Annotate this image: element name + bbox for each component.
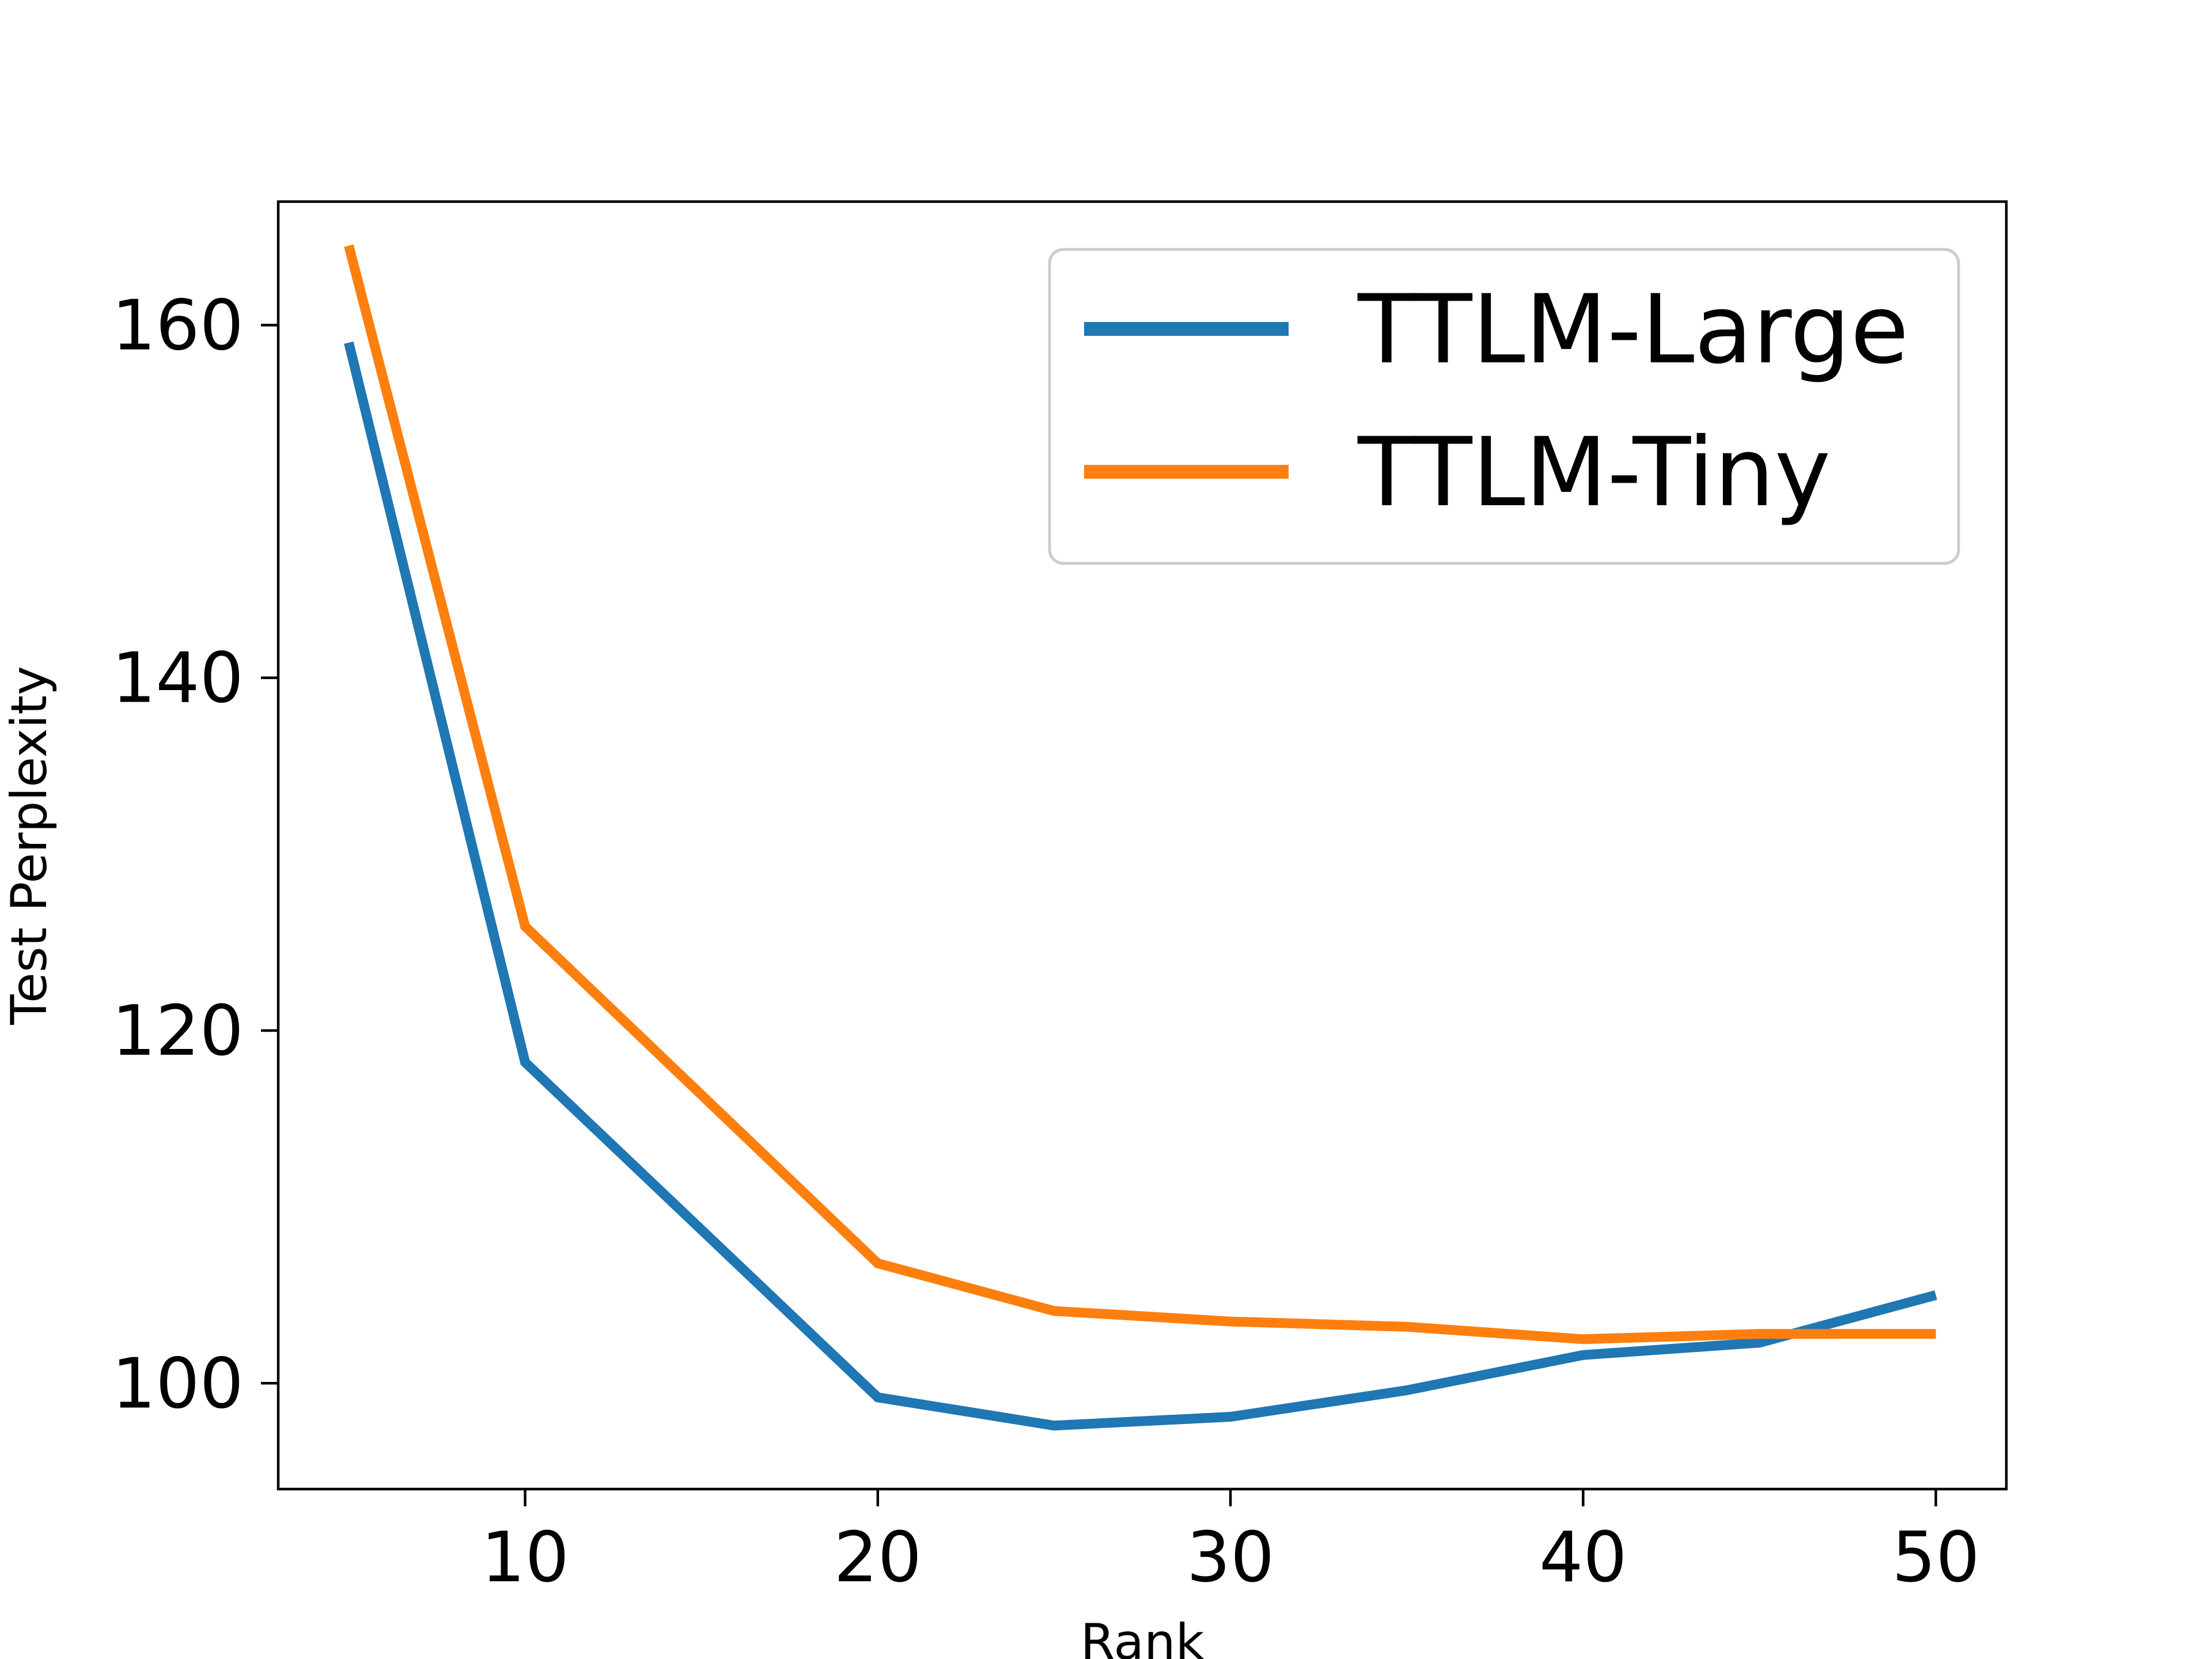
x-tick-label-20: 20 (834, 1518, 922, 1598)
plot-frame (276, 200, 2008, 1491)
x-tick-label-30: 30 (1187, 1518, 1275, 1598)
legend-label-ttlm-tiny: TTLM-Tiny (1357, 417, 1831, 528)
y-tick-label-160: 160 (112, 286, 244, 366)
x-tick-label-50: 50 (1892, 1518, 1980, 1598)
x-tick-label-40: 40 (1539, 1518, 1627, 1598)
legend-label-ttlm-large: TTLM-Large (1357, 274, 1909, 385)
series-line-ttlm-large (344, 341, 1937, 1431)
y-axis-label: Test Perplexity (1, 666, 58, 1025)
y-axis-ticks: 100 120 140 160 (112, 286, 278, 1424)
x-axis-label: Rank (1081, 1613, 1205, 1659)
series-layer (344, 244, 1937, 1431)
y-tick-label-140: 140 (112, 639, 244, 719)
series-line-ttlm-tiny (344, 244, 1936, 1344)
legend: TTLM-Large TTLM-Tiny (1048, 248, 1960, 565)
y-tick-label-120: 120 (112, 991, 244, 1071)
x-axis-ticks: 10 20 30 40 50 (481, 1489, 1980, 1598)
y-tick-label-100: 100 (112, 1344, 244, 1424)
x-tick-label-10: 10 (481, 1518, 569, 1598)
